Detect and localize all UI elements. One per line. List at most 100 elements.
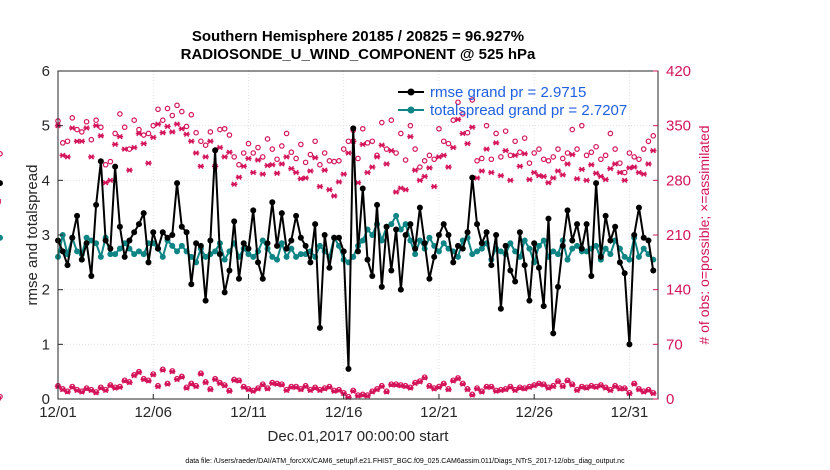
obs-low-possible-marker: [117, 383, 123, 390]
obs-low-possible-marker: [640, 388, 647, 394]
rmse-point: [316, 324, 323, 331]
obs-possible-marker: [131, 117, 137, 124]
obs-low-possible-marker: [421, 374, 428, 380]
obs-possible-marker: [607, 130, 614, 137]
obs-low-possible-marker: [526, 383, 533, 390]
obs-assimilated-marker: [235, 174, 243, 180]
rmse-point: [183, 229, 190, 236]
obs-possible-marker: [279, 143, 285, 149]
totalspread-point: [83, 234, 90, 241]
obs-assimilated-marker: [288, 165, 295, 172]
obs-low-possible-marker: [226, 387, 233, 394]
obs-low-possible-marker: [136, 368, 142, 375]
obs-low-possible-marker: [93, 389, 99, 395]
rmse-point: [288, 237, 295, 244]
y-axis-right-label: # of obs: o=possible; ×=assimilated: [696, 125, 712, 344]
obs-assimilated-marker: [411, 167, 419, 173]
rmse-point: [507, 267, 514, 274]
rmse-point: [435, 232, 442, 238]
obs-low-possible-marker: [426, 382, 433, 389]
rmse-point: [150, 229, 157, 236]
obs-assimilated-marker: [69, 125, 76, 131]
obs-possible-marker: [359, 125, 366, 132]
rmse-point: [302, 242, 309, 249]
rmse-point: [602, 212, 609, 219]
obs-assimilated-marker: [221, 154, 228, 160]
obs-possible-marker: [183, 123, 190, 130]
obs-low-possible-marker: [264, 385, 271, 391]
obs-possible-marker: [83, 118, 90, 125]
obs-assimilated-marker: [216, 144, 224, 151]
obs-assimilated-marker: [316, 183, 324, 190]
obs-possible-marker: [107, 158, 114, 165]
obs-low-possible-marker: [374, 386, 380, 392]
obs-low-possible-marker: [259, 381, 266, 387]
rmse-point: [202, 297, 209, 304]
totalspread-point: [221, 256, 228, 263]
rmse-point: [240, 240, 247, 247]
obs-assimilated-marker: [383, 161, 390, 167]
obs-possible-marker: [631, 154, 637, 160]
obs-possible-marker: [479, 155, 485, 162]
obs-possible-marker: [545, 158, 552, 164]
obs-possible-marker: [269, 146, 276, 152]
obs-possible-marker: [645, 138, 652, 145]
obs-low-possible-marker: [512, 386, 518, 393]
totalspread-point: [174, 248, 181, 255]
totalspread-point: [112, 251, 119, 258]
obs-low-possible-marker: [298, 386, 304, 392]
rmse-point: [307, 259, 314, 266]
totalspread-point: [0, 234, 3, 241]
rmse-point: [264, 240, 271, 247]
rmse-point: [350, 125, 357, 132]
obs-assimilated-marker: [530, 169, 538, 176]
obs-low-possible-marker: [212, 375, 218, 382]
rmse-point: [245, 245, 252, 252]
obs-possible-marker: [498, 154, 504, 160]
obs-assimilated-marker: [640, 171, 647, 177]
obs-low-possible-marker: [150, 371, 157, 377]
obs-low-possible-marker: [188, 380, 195, 387]
rmse-point: [616, 259, 623, 266]
y-right-tick-label: 280: [666, 172, 691, 189]
x-tick-label: 12/01: [39, 404, 77, 421]
obs-possible-marker: [364, 140, 371, 146]
obs-low-possible-marker: [279, 381, 285, 387]
obs-low-possible-marker: [88, 386, 95, 393]
obs-assimilated-marker: [564, 161, 571, 167]
obs-possible-marker: [250, 150, 257, 156]
obs-assimilated-marker: [516, 163, 524, 170]
obs-low-possible-marker: [488, 383, 495, 390]
totalspread-point: [574, 242, 581, 249]
obs-low-possible-marker: [302, 382, 309, 389]
totalspread-point: [607, 251, 614, 258]
obs-possible-marker: [317, 161, 323, 168]
obs-possible-marker: [340, 146, 347, 152]
obs-low-possible-marker: [107, 382, 114, 388]
obs-low-possible-marker: [507, 383, 514, 390]
obs-possible-marker: [531, 150, 537, 156]
y-right-tick-label: 350: [666, 118, 691, 135]
rmse-point: [450, 259, 457, 266]
obs-assimilated-marker: [478, 168, 486, 174]
totalspread-point: [74, 248, 81, 255]
obs-assimilated-marker: [421, 173, 428, 180]
rmse-point: [631, 232, 638, 238]
obs-low-possible-marker: [69, 383, 76, 390]
obs-low-possible-marker: [559, 382, 566, 389]
obs-possible-marker: [512, 138, 518, 145]
obs-possible-marker: [507, 152, 514, 159]
rmse-point: [321, 232, 328, 238]
obs-assimilated-marker: [521, 151, 528, 157]
totalspread-point: [555, 251, 561, 258]
obs-low-possible-marker: [583, 384, 590, 391]
rmse-point: [497, 305, 504, 312]
rmse-point: [521, 262, 528, 269]
obs-assimilated-marker: [254, 157, 262, 163]
rmse-point: [645, 237, 652, 244]
obs-assimilated-marker: [526, 176, 533, 183]
totalspread-point: [440, 240, 447, 247]
obs-assimilated-marker: [64, 154, 71, 160]
obs-low-possible-marker: [436, 383, 442, 390]
obs-low-possible-marker: [383, 388, 390, 394]
